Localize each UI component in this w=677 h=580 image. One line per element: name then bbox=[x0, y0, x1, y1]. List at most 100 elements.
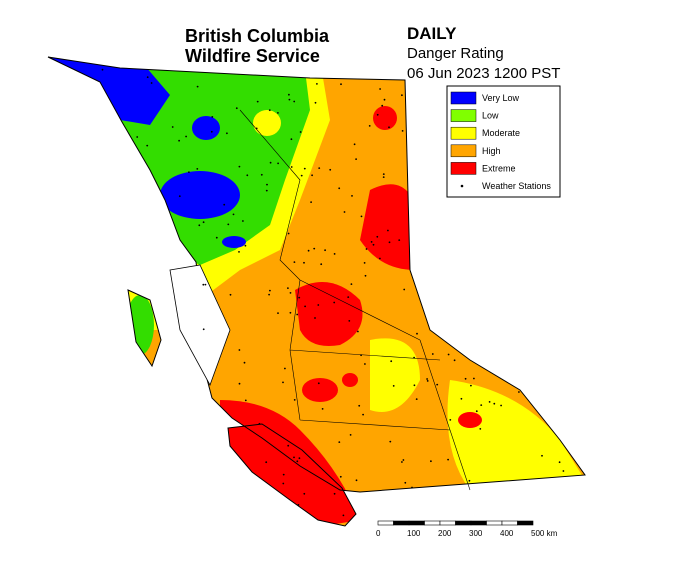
weather-station bbox=[282, 482, 285, 485]
weather-station bbox=[288, 98, 291, 101]
weather-station bbox=[379, 257, 381, 260]
weather-station bbox=[333, 301, 336, 304]
weather-station bbox=[392, 385, 395, 387]
weather-station bbox=[453, 359, 456, 362]
weather-station bbox=[238, 382, 241, 385]
scale-bar: 0 100 200 300 400 500 km bbox=[376, 520, 558, 538]
weather-station bbox=[364, 363, 366, 365]
weather-station bbox=[562, 470, 565, 472]
weather-station bbox=[342, 514, 345, 517]
weather-station bbox=[178, 195, 181, 198]
weather-station bbox=[348, 320, 351, 322]
weather-station bbox=[313, 247, 316, 250]
scale-label: 100 bbox=[407, 529, 421, 538]
weather-station bbox=[223, 203, 226, 206]
weather-station bbox=[317, 382, 320, 385]
scale-segment bbox=[501, 520, 518, 526]
province-outline bbox=[47, 56, 586, 527]
weather-station bbox=[387, 229, 389, 232]
weather-station bbox=[215, 236, 218, 239]
weather-station bbox=[282, 473, 285, 476]
legend-swatch bbox=[450, 144, 477, 158]
weather-station bbox=[388, 241, 391, 244]
legend-swatch bbox=[450, 126, 477, 140]
weather-station bbox=[269, 161, 272, 164]
weather-station bbox=[235, 107, 238, 110]
weather-station bbox=[401, 130, 404, 132]
weather-station bbox=[430, 460, 432, 463]
timestamp: 06 Jun 2023 1200 PST bbox=[407, 65, 560, 82]
weather-stations bbox=[101, 68, 565, 517]
weather-station bbox=[229, 293, 232, 296]
weather-station bbox=[416, 332, 418, 335]
weather-station bbox=[518, 391, 520, 393]
weather-station bbox=[362, 413, 364, 416]
weather-station bbox=[404, 481, 407, 484]
scale-segment bbox=[439, 520, 456, 526]
weather-station bbox=[464, 377, 467, 380]
weather-station bbox=[238, 349, 241, 351]
weather-station bbox=[226, 132, 228, 135]
weather-station bbox=[303, 492, 306, 495]
weather-station bbox=[242, 220, 244, 222]
weather-station bbox=[260, 173, 263, 176]
weather-station bbox=[333, 492, 336, 495]
scale-label: 0 bbox=[376, 529, 381, 538]
title-line: Wildfire Service bbox=[185, 46, 320, 66]
weather-station bbox=[185, 135, 188, 138]
weather-station bbox=[413, 356, 415, 359]
weather-station bbox=[300, 174, 303, 177]
weather-station bbox=[146, 76, 149, 79]
weather-station bbox=[293, 100, 296, 103]
weather-station bbox=[289, 311, 292, 314]
weather-station bbox=[290, 138, 293, 141]
legend-swatch bbox=[450, 91, 477, 105]
weather-station bbox=[277, 312, 279, 314]
weather-station bbox=[447, 353, 450, 356]
weather-station bbox=[401, 94, 403, 97]
weather-station bbox=[468, 479, 471, 482]
weather-station bbox=[480, 404, 483, 406]
weather-station bbox=[338, 187, 341, 190]
weather-station bbox=[500, 404, 502, 407]
legend-label: Moderate bbox=[482, 128, 520, 138]
weather-station bbox=[282, 381, 284, 384]
legend-label: Extreme bbox=[482, 163, 516, 173]
weather-station bbox=[244, 244, 247, 247]
weather-station bbox=[340, 83, 342, 86]
weather-station bbox=[379, 88, 381, 90]
weather-station bbox=[266, 183, 268, 186]
product: DAILY bbox=[407, 24, 457, 43]
scale-segment bbox=[377, 520, 394, 526]
weather-station bbox=[363, 262, 366, 264]
weather-station bbox=[329, 168, 332, 171]
weather-station bbox=[307, 249, 310, 252]
weather-station bbox=[449, 419, 452, 421]
weather-station bbox=[101, 68, 104, 71]
weather-station bbox=[202, 283, 205, 286]
weather-station bbox=[204, 283, 207, 286]
weather-station bbox=[389, 440, 392, 443]
legend-swatch bbox=[450, 162, 477, 175]
weather-station bbox=[382, 176, 385, 179]
weather-station bbox=[436, 383, 439, 386]
weather-station bbox=[314, 101, 317, 104]
weather-station bbox=[401, 461, 403, 463]
weather-station bbox=[289, 292, 292, 294]
weather-station bbox=[243, 361, 246, 364]
weather-station bbox=[298, 296, 301, 299]
legend: Very Low Low Moderate High Extreme Weather St… bbox=[450, 91, 551, 191]
weather-station bbox=[558, 461, 561, 464]
weather-station bbox=[136, 136, 139, 138]
scale-segment bbox=[424, 520, 441, 526]
legend-label: High bbox=[482, 146, 501, 156]
weather-station bbox=[426, 380, 429, 382]
weather-station bbox=[188, 171, 190, 174]
weather-station bbox=[318, 167, 321, 170]
scale-label: 200 bbox=[438, 529, 452, 538]
weather-station bbox=[293, 261, 296, 263]
weather-station bbox=[321, 408, 324, 410]
weather-station bbox=[287, 287, 289, 289]
weather-station bbox=[256, 100, 259, 103]
weather-station bbox=[196, 85, 199, 88]
